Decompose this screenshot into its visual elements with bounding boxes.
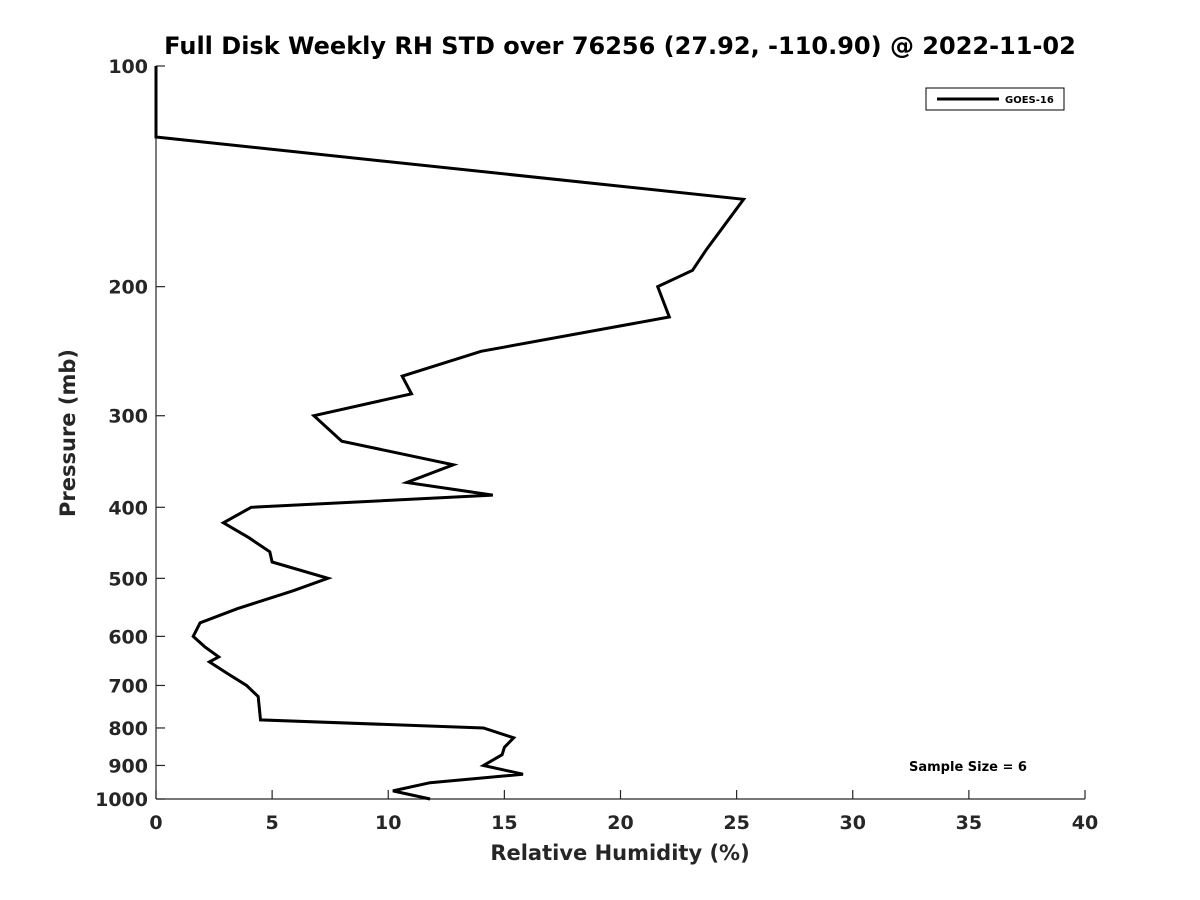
legend-label-goes-16: GOES-16 [1005, 95, 1054, 106]
y-axis-ticks: 100 200 300 400 500 600 700 800 900 1000 [95, 56, 165, 811]
x-tick-label: 20 [607, 812, 633, 834]
series-line-goes-16 [154, 66, 747, 801]
y-tick-label: 700 [108, 675, 148, 697]
legend: GOES-16 [925, 87, 1065, 111]
axes [155, 66, 1085, 800]
x-tick-label: 25 [723, 812, 749, 834]
y-tick-label: 500 [108, 568, 148, 590]
sample-size-annotation: Sample Size = 6 [909, 760, 1027, 775]
y-tick-label: 200 [108, 277, 148, 299]
x-tick-label: 5 [266, 812, 279, 834]
y-tick-label: 900 [108, 755, 148, 777]
y-axis-label: Pressure (mb) [56, 349, 80, 517]
x-axis-label: Relative Humidity (%) [490, 841, 749, 865]
x-tick-label: 30 [840, 812, 866, 834]
y-tick-label: 1000 [95, 789, 148, 811]
x-tick-label: 40 [1072, 812, 1098, 834]
chart-title: Full Disk Weekly RH STD over 76256 (27.9… [164, 32, 1076, 60]
y-tick-label: 800 [108, 718, 148, 740]
series-layer [154, 66, 747, 801]
x-tick-label: 15 [491, 812, 517, 834]
x-tick-label: 35 [956, 812, 982, 834]
y-tick-label: 400 [108, 497, 148, 519]
x-axis-ticks: 0 5 10 15 20 25 30 35 40 [149, 790, 1098, 834]
x-tick-label: 10 [375, 812, 401, 834]
x-tick-label: 0 [149, 812, 162, 834]
y-tick-label: 300 [108, 406, 148, 428]
y-tick-label: 100 [108, 56, 148, 78]
y-tick-label: 600 [108, 626, 148, 648]
